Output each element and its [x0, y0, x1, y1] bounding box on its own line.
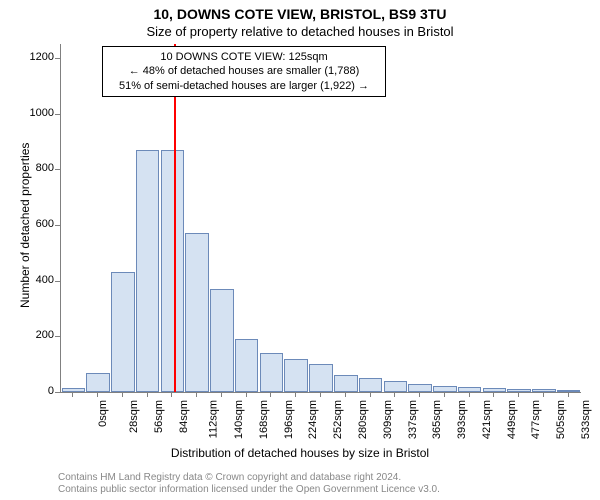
x-tick-label: 505sqm — [555, 400, 567, 439]
histogram-bar — [86, 373, 110, 392]
x-tick-mark — [147, 392, 148, 397]
histogram-bar — [334, 375, 358, 392]
y-tick-label: 0 — [18, 385, 54, 397]
x-tick-label: 449sqm — [506, 400, 518, 439]
x-tick-mark — [320, 392, 321, 397]
histogram-bar — [260, 353, 284, 392]
y-tick-mark — [55, 114, 60, 115]
x-tick-mark — [370, 392, 371, 397]
histogram-bar — [284, 359, 308, 392]
histogram-bar — [185, 233, 209, 392]
x-tick-label: 533sqm — [580, 400, 592, 439]
y-tick-label: 1000 — [18, 107, 54, 119]
x-tick-label: 421sqm — [481, 400, 493, 439]
annotation-line2: ← 48% of detached houses are smaller (1,… — [109, 64, 379, 78]
x-tick-mark — [543, 392, 544, 397]
x-tick-label: 224sqm — [308, 400, 320, 439]
x-tick-mark — [246, 392, 247, 397]
footer-line2: Contains public sector information licen… — [58, 484, 440, 496]
x-axis-label: Distribution of detached houses by size … — [0, 446, 600, 460]
histogram-bar — [111, 272, 135, 392]
x-tick-mark — [122, 392, 123, 397]
histogram-bar — [309, 364, 333, 392]
histogram-bar — [210, 289, 234, 392]
x-tick-mark — [419, 392, 420, 397]
y-tick-mark — [55, 169, 60, 170]
histogram-bar — [359, 378, 383, 392]
x-tick-label: 140sqm — [233, 400, 245, 439]
x-tick-label: 477sqm — [530, 400, 542, 439]
histogram-bar — [408, 384, 432, 392]
chart-subtitle: Size of property relative to detached ho… — [0, 24, 600, 39]
x-tick-mark — [221, 392, 222, 397]
x-tick-mark — [493, 392, 494, 397]
x-tick-mark — [345, 392, 346, 397]
annotation-line3: 51% of semi-detached houses are larger (… — [109, 79, 379, 93]
y-tick-label: 400 — [18, 274, 54, 286]
x-tick-label: 280sqm — [357, 400, 369, 439]
x-tick-mark — [394, 392, 395, 397]
x-tick-label: 196sqm — [283, 400, 295, 439]
x-tick-mark — [72, 392, 73, 397]
y-tick-label: 800 — [18, 162, 54, 174]
x-tick-mark — [295, 392, 296, 397]
x-tick-label: 365sqm — [431, 400, 443, 439]
x-tick-mark — [469, 392, 470, 397]
x-tick-label: 252sqm — [332, 400, 344, 439]
x-tick-mark — [196, 392, 197, 397]
x-tick-label: 112sqm — [208, 400, 220, 438]
histogram-bar — [235, 339, 259, 392]
histogram-bar — [161, 150, 185, 392]
annotation-line1: 10 DOWNS COTE VIEW: 125sqm — [109, 50, 379, 64]
histogram-bar — [384, 381, 408, 392]
y-tick-mark — [55, 336, 60, 337]
footer-line1: Contains HM Land Registry data © Crown c… — [58, 472, 440, 484]
x-tick-mark — [568, 392, 569, 397]
y-tick-label: 1200 — [18, 51, 54, 63]
histogram-bar — [136, 150, 160, 392]
annotation-box: 10 DOWNS COTE VIEW: 125sqm ← 48% of deta… — [102, 46, 386, 97]
x-tick-mark — [171, 392, 172, 397]
x-tick-label: 0sqm — [97, 400, 109, 427]
x-tick-label: 393sqm — [456, 400, 468, 439]
histogram-bar — [433, 386, 457, 392]
x-tick-label: 309sqm — [382, 400, 394, 439]
x-tick-mark — [518, 392, 519, 397]
chart-title: 10, DOWNS COTE VIEW, BRISTOL, BS9 3TU — [0, 6, 600, 22]
x-tick-label: 56sqm — [153, 400, 165, 433]
x-tick-label: 168sqm — [258, 400, 270, 439]
y-tick-mark — [55, 392, 60, 393]
y-tick-label: 200 — [18, 329, 54, 341]
x-tick-label: 84sqm — [178, 400, 190, 433]
y-tick-mark — [55, 225, 60, 226]
x-tick-mark — [97, 392, 98, 397]
x-tick-label: 337sqm — [407, 400, 419, 439]
y-tick-mark — [55, 58, 60, 59]
y-tick-label: 600 — [18, 218, 54, 230]
footer-text: Contains HM Land Registry data © Crown c… — [58, 472, 440, 496]
histogram-bar — [532, 389, 556, 392]
y-tick-mark — [55, 281, 60, 282]
x-tick-mark — [444, 392, 445, 397]
x-tick-label: 28sqm — [128, 400, 140, 433]
x-tick-mark — [270, 392, 271, 397]
